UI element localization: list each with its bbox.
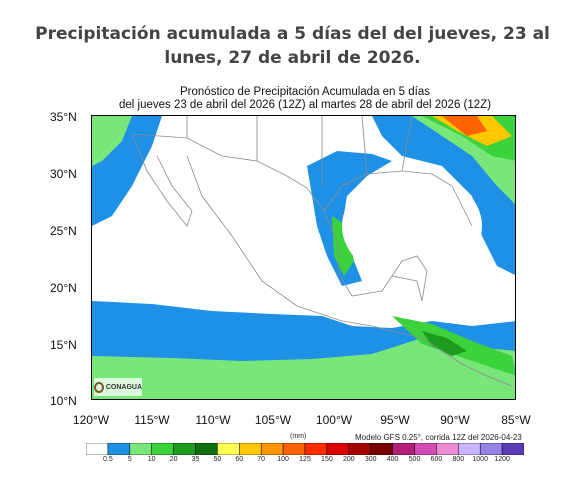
map-title: Pronóstico de Precipitación Acumulada en… — [90, 86, 520, 112]
us-state-lines — [186, 116, 413, 186]
colorbar-swatch — [86, 443, 109, 455]
conagua-logo: CONAGUA — [94, 378, 142, 396]
mexico-gulf-coast — [323, 210, 423, 302]
baja-coast — [131, 133, 193, 227]
colorbar-tick-label: 800 — [452, 456, 465, 463]
lon-label-110: 110°W — [195, 413, 231, 427]
colorbar-tick-label: 5 — [127, 456, 132, 463]
lat-label-30: 30°N — [50, 167, 77, 181]
page-headline: Precipitación acumulada a 5 días del del… — [35, 24, 550, 68]
lon-label-95: 95°W — [380, 413, 410, 427]
lon-label-85: 85°W — [501, 413, 531, 427]
colorbar-swatch — [217, 443, 240, 455]
colorbar-tick-label: 20 — [169, 456, 178, 463]
lat-label-20: 20°N — [50, 281, 77, 295]
gulf-of-mexico — [342, 171, 482, 281]
colorbar-tick-label: 60 — [235, 456, 244, 463]
colorbar-tick-label: 200 — [342, 456, 355, 463]
lat-label-35: 35°N — [50, 110, 77, 124]
central-america-core — [422, 331, 467, 356]
precipitation-map — [91, 115, 516, 400]
colorbar-tick-label: 125 — [299, 456, 311, 463]
colorbar-tick-label: 400 — [386, 456, 399, 463]
colorbar-tick-label: 1200 — [494, 456, 510, 463]
colorbar-swatch — [414, 443, 437, 455]
colorbar-labels: 0.5 5 10 20 35 50 60 70 100 125 150 200 300 400 500 600… — [86, 456, 524, 466]
lon-label-100: 100°W — [315, 413, 353, 427]
colorbar-swatch — [436, 443, 459, 455]
colorbar-swatch — [479, 443, 503, 455]
pacific-rain-green — [92, 338, 515, 399]
colorbar-units: (mm) — [290, 433, 307, 440]
us-gulf-coast — [323, 170, 473, 227]
colorbar-swatch — [129, 443, 152, 455]
colorbar-swatch — [260, 443, 284, 455]
colorbar-tick-label: 100 — [277, 456, 289, 463]
northeast-rain-max — [442, 116, 487, 136]
colorbar-tick-label: 600 — [430, 456, 443, 463]
lat-label-10: 10°N — [50, 394, 77, 408]
colorbar — [86, 443, 524, 455]
lon-label-90: 90°W — [440, 413, 470, 427]
colorbar-swatch — [348, 443, 371, 455]
colorbar-swatch — [282, 443, 306, 455]
colorbar-tick-label: 70 — [257, 456, 266, 463]
colorbar-tick-label: 10 — [147, 456, 156, 463]
map-svg — [92, 116, 515, 399]
map-borders — [131, 116, 513, 387]
colorbar-tick-label: 50 — [213, 456, 222, 463]
colorbar-tick-label: 0.5 — [103, 456, 113, 463]
us-mexico-border — [131, 133, 325, 212]
colorbar-tick-label: 150 — [321, 456, 333, 463]
colorbar-swatch — [326, 443, 350, 455]
colorbar-tick-label: 500 — [408, 456, 421, 463]
mexico-pacific-coast — [186, 155, 393, 332]
colorbar-tick-label: 300 — [364, 456, 377, 463]
model-note: Modelo GFS 0.25°, corrida 12Z del 2026-0… — [355, 433, 522, 442]
northwest-rain-green — [92, 116, 132, 166]
colorbar-swatch — [151, 443, 174, 455]
colorbar-swatch — [195, 443, 218, 455]
lon-label-120: 120°W — [72, 413, 110, 427]
lon-label-105: 105°W — [254, 413, 292, 427]
colorbar-swatch — [370, 443, 393, 455]
map-title-line2: del jueves 23 de abril del 2026 (12Z) al… — [118, 99, 492, 111]
gulf-coast-green — [332, 216, 354, 276]
yucatan-coast — [391, 255, 428, 302]
map-title-line1: Pronóstico de Precipitación Acumulada en… — [180, 86, 430, 98]
colorbar-swatch — [173, 443, 196, 455]
lon-label-115: 115°W — [134, 413, 170, 427]
colorbar-tick-label: 35 — [191, 456, 200, 463]
gulf-coast-rain — [307, 151, 392, 286]
colorbar-swatch — [239, 443, 262, 455]
colorbar-swatch — [392, 443, 415, 455]
central-america-coast — [391, 330, 513, 387]
lat-label-15: 15°N — [50, 338, 77, 352]
lat-label-25: 25°N — [50, 224, 77, 238]
conagua-logo-icon — [94, 381, 104, 393]
colorbar-tick-label: 1000 — [472, 456, 488, 463]
colorbar-swatch — [501, 443, 524, 455]
colorbar-swatch — [458, 443, 481, 455]
conagua-logo-text: CONAGUA — [105, 383, 142, 391]
colorbar-swatch — [304, 443, 328, 455]
colorbar-swatch — [107, 443, 131, 455]
